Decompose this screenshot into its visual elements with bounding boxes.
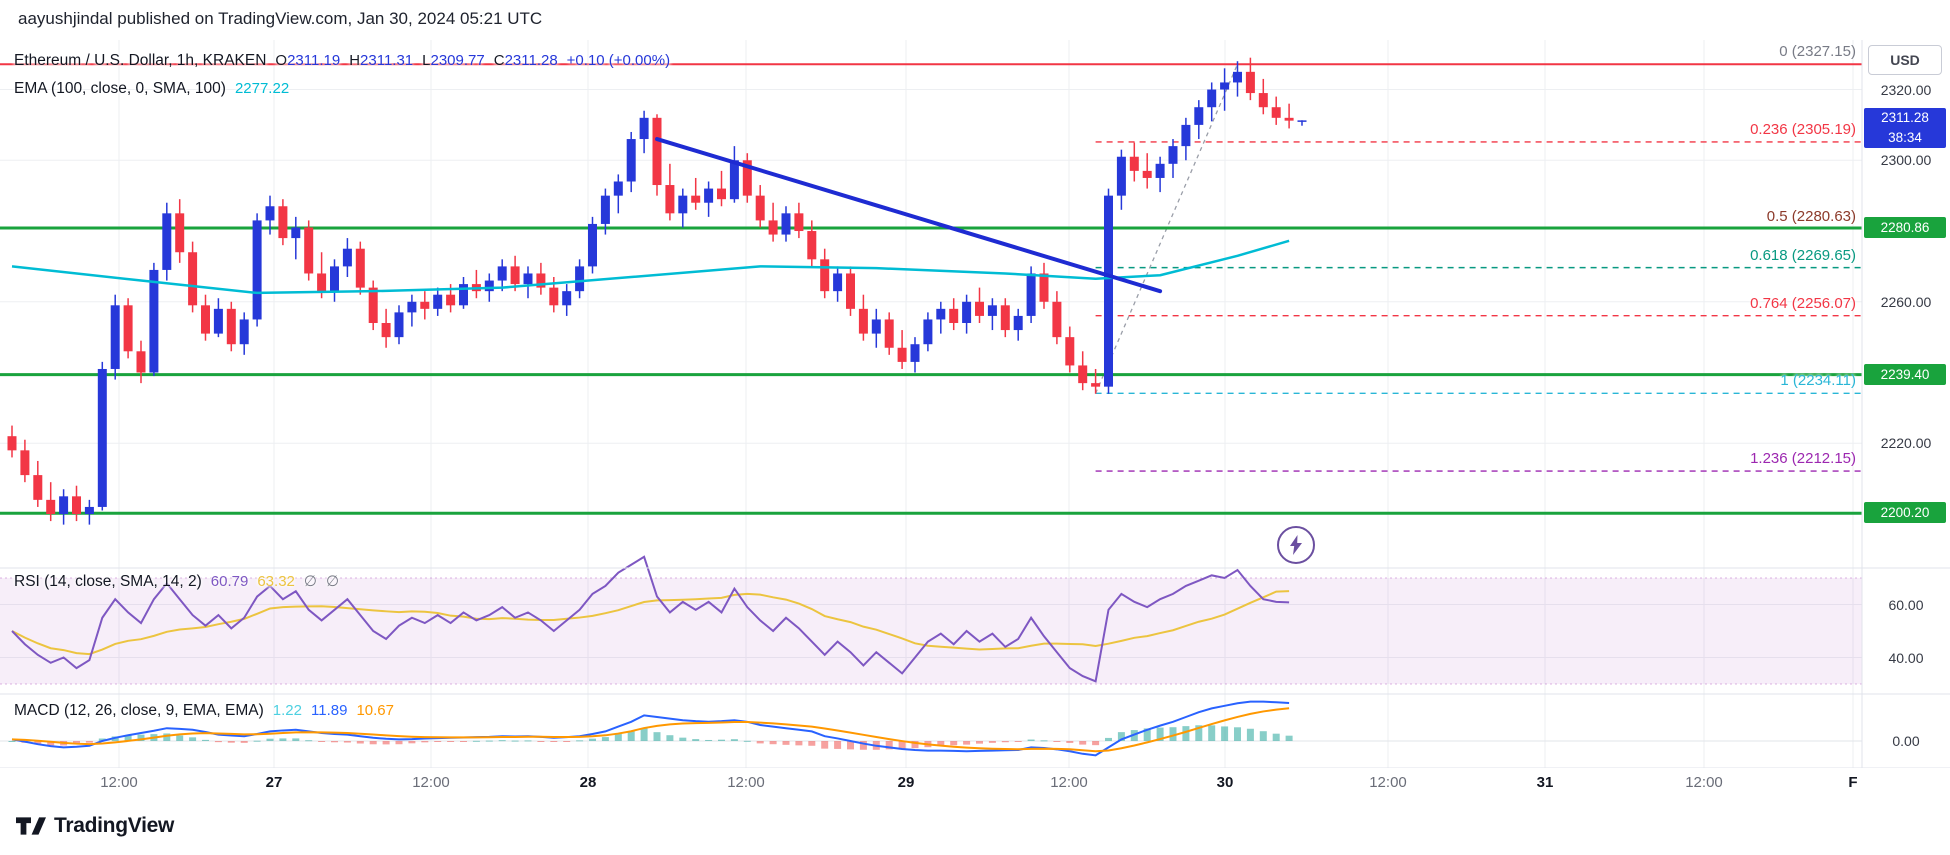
price-tick-label: 2260.00: [1880, 293, 1932, 310]
ema-line: [11, 239, 1290, 295]
trend-line[interactable]: [655, 137, 1163, 294]
rsi-band: [0, 577, 1862, 685]
fib-level-label[interactable]: 0.236 (2305.19): [1750, 120, 1856, 138]
ema-legend: EMA (100, close, 0, SMA, 100) 2277.22: [14, 80, 289, 98]
macd-legend: MACD (12, 26, close, 9, EMA, EMA) 1.22 1…: [14, 702, 394, 720]
time-axis-label: 28: [579, 774, 597, 791]
low-label: L: [422, 52, 431, 69]
flash-action-button[interactable]: [1277, 526, 1315, 564]
fib-level-label[interactable]: 1.236 (2212.15): [1750, 450, 1856, 468]
fib-level-label[interactable]: 0.618 (2269.65): [1750, 246, 1856, 264]
currency-button[interactable]: USD: [1868, 45, 1942, 75]
close-label: C: [493, 52, 505, 69]
level-price-badge: 2280.86: [1864, 216, 1946, 238]
ema-value: 2277.22: [234, 80, 290, 97]
close-value: 2311.28: [504, 52, 558, 69]
open-value: 2311.19: [287, 52, 341, 69]
tradingview-wordmark: TradingView: [54, 814, 175, 837]
ema-label[interactable]: EMA (100, close, 0, SMA, 100): [14, 80, 226, 97]
macd-label[interactable]: MACD (12, 26, close, 9, EMA, EMA): [14, 702, 264, 719]
macd-tick-label: 0.00: [1892, 733, 1920, 749]
rsi-line: [11, 555, 1290, 683]
high-value: 2311.31: [360, 52, 414, 69]
low-value: 2309.77: [430, 52, 485, 69]
price-tick-label: 2220.00: [1880, 435, 1932, 452]
time-axis-label: 31: [1536, 774, 1554, 791]
macd-hist-value: 1.22: [272, 702, 302, 719]
grid-layer: [0, 40, 1862, 768]
rsi-legend: RSI (14, close, SMA, 14, 2) 60.79 63.32 …: [14, 572, 339, 591]
time-axis-label: 12:00: [1685, 774, 1723, 791]
chart-canvas[interactable]: [0, 40, 1950, 768]
level-price-badge: 2200.20: [1864, 502, 1946, 524]
level-price-badge: 2239.40: [1864, 363, 1946, 385]
lightning-icon: [1290, 535, 1302, 555]
rsi-tick-label: 60.00: [1888, 596, 1924, 613]
bar-countdown: 38:34: [1888, 130, 1922, 146]
time-axis-label: 30: [1216, 774, 1234, 791]
macd-line-value: 11.89: [311, 702, 348, 719]
macd-line: [11, 700, 1290, 757]
price-tick-label: 2320.00: [1880, 81, 1932, 98]
panel-separators: [0, 40, 1950, 768]
tradingview-logo-icon: [16, 817, 46, 835]
time-axis-label: 12:00: [412, 774, 450, 791]
publish-info: aayushjindal published on TradingView.co…: [18, 9, 543, 28]
time-axis-label: 27: [265, 774, 283, 791]
fib-level-label[interactable]: 0.5 (2280.63): [1766, 207, 1856, 225]
symbol-title[interactable]: Ethereum / U.S. Dollar, 1h, KRAKEN: [14, 52, 267, 69]
rsi-value: 60.79: [210, 573, 249, 590]
fib-retracement-lines[interactable]: [0, 63, 1862, 472]
macd-signal-value: 10.67: [356, 702, 394, 719]
price-tick-label: 2300.00: [1880, 152, 1932, 169]
current-price-badge: 2311.28 38:34: [1864, 108, 1946, 149]
time-axis-label: 12:00: [727, 774, 765, 791]
time-axis[interactable]: 12:00 27 12:00 28 12:00 29 12:00 30 12:00 31 12:00…: [0, 768, 1950, 802]
fib-level-label[interactable]: 0.764 (2256.07): [1750, 294, 1856, 312]
candlestick-series[interactable]: [7, 57, 1307, 525]
rsi-tick-label: 40.00: [1888, 649, 1924, 666]
time-axis-label: F: [1848, 774, 1858, 791]
empty-set-icon: ∅: [325, 573, 340, 590]
open-label: O: [275, 52, 288, 69]
footer-logo[interactable]: TradingView: [16, 814, 174, 838]
current-price-value: 2311.28: [1881, 110, 1929, 126]
macd-signal-line: [11, 707, 1290, 753]
time-axis-label: 12:00: [1369, 774, 1407, 791]
rsi-label[interactable]: RSI (14, close, SMA, 14, 2): [14, 573, 202, 590]
high-label: H: [349, 52, 361, 69]
price-axis[interactable]: USD 2320.00 2300.00 2260.00 2220.00 2280.86 2…: [1862, 40, 1950, 768]
time-axis-label: 29: [897, 774, 915, 791]
time-axis-label: 12:00: [1050, 774, 1088, 791]
fib-level-label[interactable]: 1 (2234.11): [1780, 372, 1856, 390]
time-axis-label: 12:00: [100, 774, 138, 791]
symbol-legend: Ethereum / U.S. Dollar, 1h, KRAKEN O2311…: [14, 52, 670, 70]
fib-level-label[interactable]: 0 (2327.15): [1779, 43, 1856, 61]
empty-set-icon: ∅: [303, 573, 317, 590]
change-value: +0.10 (+0.00%): [566, 52, 671, 69]
macd-histogram: [8, 725, 1293, 750]
rsi-sma-value: 63.32: [257, 573, 295, 590]
